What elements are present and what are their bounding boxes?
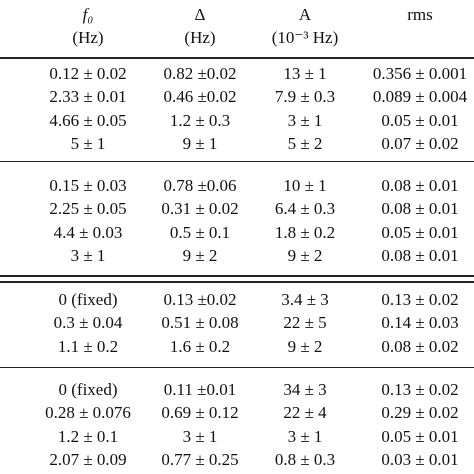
table-cell: 0.51 ± 0.08 <box>161 313 239 333</box>
table-cell: 9 ± 2 <box>287 245 323 265</box>
column-header: rms <box>407 5 433 24</box>
table-cell: 0.15 ± 0.03 <box>49 176 127 195</box>
table-cell: 0.78 ±0.06 <box>163 176 237 195</box>
table-cell: 3 ± 1 <box>287 110 323 130</box>
table-cell: 0 (fixed) <box>58 380 118 399</box>
rule <box>0 161 474 162</box>
rule <box>0 367 474 368</box>
table-cell: 0.46 ±0.02 <box>163 87 237 107</box>
table-cell: 0.356 ± 0.001 <box>372 64 468 83</box>
table-cell: 6.4 ± 0.3 <box>274 199 336 219</box>
table-cell: 0.69 ± 0.12 <box>161 403 239 423</box>
table-cell: 0.11 ±0.01 <box>163 380 237 399</box>
table-cell: 9 ± 2 <box>287 336 323 356</box>
table-cell: 3.4 ± 3 <box>281 290 329 309</box>
rule <box>0 57 474 59</box>
table-cell: 9 ± 1 <box>182 133 218 153</box>
table-cell: 22 ± 4 <box>283 403 327 423</box>
table-cell: 0.05 ± 0.01 <box>381 426 459 446</box>
column-header: f₀ <box>82 5 94 24</box>
table-cell: 4.4 ± 0.03 <box>53 222 123 242</box>
table-cell: 2.25 ± 0.05 <box>49 199 127 219</box>
table-cell: 0.3 ± 0.04 <box>53 313 123 333</box>
table-cell: 2.07 ± 0.09 <box>49 449 127 469</box>
table-cell: 0.08 ± 0.01 <box>381 176 459 195</box>
table-cell: 0.089 ± 0.004 <box>372 87 468 107</box>
table-cell: 0.14 ± 0.03 <box>381 313 459 333</box>
table-cell: 0.03 ± 0.01 <box>381 449 459 469</box>
table-cell: 1.2 ± 0.1 <box>57 426 119 446</box>
table-cell: 0.12 ± 0.02 <box>49 64 127 83</box>
table-cell: 5 ± 1 <box>70 133 106 153</box>
column-header: A <box>298 5 312 24</box>
table-cell: 0.07 ± 0.02 <box>381 133 459 153</box>
table-cell: 7.9 ± 0.3 <box>274 87 336 107</box>
table-cell: 0.05 ± 0.01 <box>381 222 459 242</box>
table-cell: 1.1 ± 0.2 <box>57 336 119 356</box>
table-cell: 0.13 ±0.02 <box>163 290 237 309</box>
table-cell: 9 ± 2 <box>182 245 218 265</box>
table-cell: 0.29 ± 0.02 <box>381 403 459 423</box>
table-cell: 0.5 ± 0.1 <box>169 222 231 242</box>
table-cell: 0.31 ± 0.02 <box>161 199 239 219</box>
table-cell: 0.08 ± 0.02 <box>381 336 459 356</box>
table-cell: 3 ± 1 <box>287 426 323 446</box>
table-cell: 34 ± 3 <box>283 380 327 399</box>
table-cell: 0.8 ± 0.3 <box>274 449 336 469</box>
column-unit: (Hz) <box>72 28 104 47</box>
table-cell: 4.66 ± 0.05 <box>49 110 127 130</box>
table-cell: 0.08 ± 0.01 <box>381 199 459 219</box>
table-cell: 0.05 ± 0.01 <box>381 110 459 130</box>
table-cell: 1.2 ± 0.3 <box>169 110 231 130</box>
table-cell: 22 ± 5 <box>283 313 327 333</box>
table-cell: 10 ± 1 <box>283 176 327 195</box>
table-cell: 0 (fixed) <box>58 290 118 309</box>
table-cell: 0.82 ±0.02 <box>163 64 237 83</box>
rule <box>0 275 474 277</box>
table-cell: 1.6 ± 0.2 <box>169 336 231 356</box>
table-cell: 3 ± 1 <box>182 426 218 446</box>
table-cell: 0.77 ± 0.25 <box>161 449 239 469</box>
column-unit: (10⁻³ Hz) <box>271 28 339 47</box>
table-cell: 13 ± 1 <box>283 64 327 83</box>
table-cell: 0.13 ± 0.02 <box>381 290 459 309</box>
table-cell: 0.13 ± 0.02 <box>381 380 459 399</box>
column-unit: (Hz) <box>184 28 216 47</box>
table-cell: 0.08 ± 0.01 <box>381 245 459 265</box>
table-cell: 0.28 ± 0.076 <box>45 403 131 423</box>
table-cell: 2.33 ± 0.01 <box>49 87 127 107</box>
column-header: Δ <box>194 5 206 24</box>
table-cell: 5 ± 2 <box>287 133 323 153</box>
table-cell: 1.8 ± 0.2 <box>274 222 336 242</box>
table-cell: 3 ± 1 <box>70 245 106 265</box>
rule <box>0 281 474 283</box>
